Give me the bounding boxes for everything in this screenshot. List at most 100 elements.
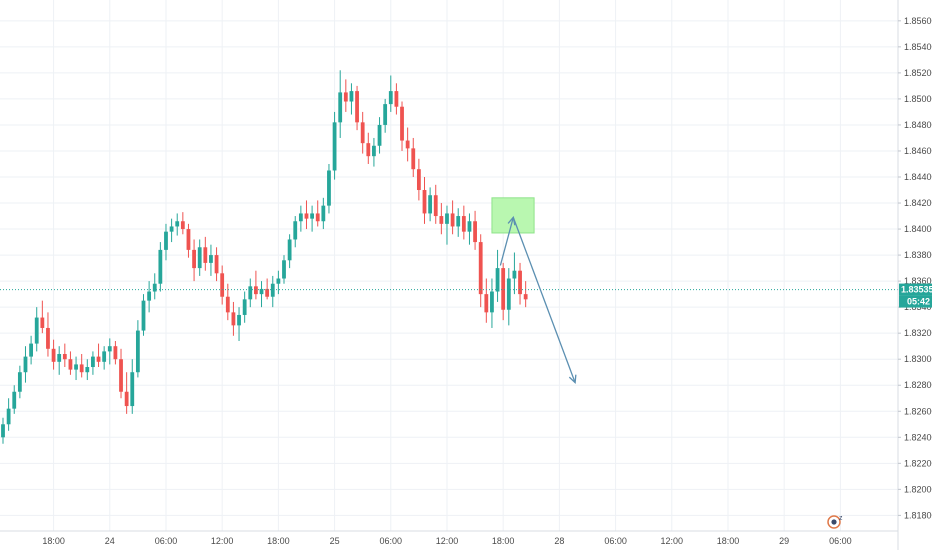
candle (450, 200, 455, 235)
candle-body (1, 424, 5, 438)
candle (366, 132, 371, 164)
candle-body (135, 330, 140, 373)
price-tick-label: 1.85600 (904, 16, 932, 26)
candle (310, 205, 314, 232)
candle (461, 205, 466, 240)
price-tick-label: 1.85400 (904, 42, 932, 52)
candle-body (197, 247, 202, 269)
candle (422, 177, 427, 224)
candle (203, 236, 208, 271)
time-tick-label: 18:00 (42, 536, 65, 546)
candle-body (478, 242, 483, 295)
candle-body (186, 229, 191, 250)
candle-body (180, 221, 185, 230)
candle (338, 70, 343, 138)
candle-body (411, 148, 416, 170)
candle (332, 111, 337, 180)
candle-body (74, 364, 78, 370)
candle (400, 101, 404, 151)
candle-body (265, 288, 270, 297)
candle (113, 340, 118, 365)
candle (12, 385, 17, 414)
candle-body (366, 143, 371, 157)
candle (276, 270, 281, 295)
candle (17, 365, 22, 399)
candle-body (51, 348, 56, 362)
candle (34, 307, 39, 352)
price-tick-label: 1.83200 (904, 328, 932, 338)
candle (214, 247, 219, 282)
candle (180, 212, 185, 235)
candle-body (259, 288, 264, 295)
candle-body (439, 216, 444, 224)
candle-body (349, 91, 354, 102)
time-tick-label: 06:00 (155, 536, 178, 546)
candle-body (461, 216, 466, 232)
price-badge-value: 1.83535 (901, 285, 932, 295)
candle-body (467, 221, 472, 232)
candle-body (484, 294, 489, 313)
candle-body (495, 268, 500, 292)
candle-body (40, 317, 45, 328)
candle (119, 348, 123, 399)
candle (6, 398, 11, 431)
candle (51, 339, 56, 370)
candle (428, 187, 433, 222)
candle-body (107, 346, 112, 352)
candle (29, 335, 33, 365)
candle (242, 291, 247, 323)
candle (372, 137, 376, 167)
candle-body (428, 195, 433, 214)
candle (433, 184, 438, 224)
candle-body (68, 359, 73, 370)
candle (383, 98, 388, 133)
candle (445, 205, 449, 245)
candle (501, 262, 506, 321)
candle-body (34, 317, 39, 344)
candle (293, 216, 298, 248)
price-tick-label: 1.84600 (904, 146, 932, 156)
candle-body (523, 294, 528, 300)
price-tick-label: 1.82200 (904, 458, 932, 468)
time-tick-label: 12:00 (661, 536, 684, 546)
candle (141, 294, 146, 336)
candle (327, 163, 331, 214)
settings-icon-badge: z (839, 515, 843, 522)
candle (411, 137, 416, 177)
candle-body (518, 270, 522, 295)
candle-body (405, 140, 410, 149)
candle-body (96, 356, 101, 362)
candles (1, 70, 528, 444)
candle (394, 83, 399, 115)
candle (343, 79, 348, 112)
candle (304, 200, 309, 230)
candle (478, 234, 483, 308)
candle-body (12, 391, 17, 409)
candle-body (343, 92, 348, 102)
candle (130, 359, 135, 414)
candle-body (304, 213, 309, 219)
settings-icon[interactable]: z (827, 515, 843, 529)
candle (85, 359, 90, 381)
candle-body (394, 91, 399, 107)
time-tick-label: 18:00 (267, 536, 290, 546)
candle-body (338, 92, 343, 123)
candle (518, 262, 522, 305)
candle (96, 343, 101, 368)
candle-body (152, 283, 157, 292)
candle-body (242, 299, 247, 315)
candle-body (388, 91, 393, 105)
candle-body (130, 372, 135, 407)
candle-body (422, 190, 427, 214)
candle-body (490, 291, 494, 313)
price-tick-label: 1.82400 (904, 432, 932, 442)
time-axis[interactable]: 18:00 24 06:00 12:00 18:00 25 06:00 12:00 18:00 2… (42, 536, 851, 546)
candle-body (192, 249, 196, 269)
candle (349, 83, 354, 115)
candle-body (102, 351, 107, 362)
candle-body (270, 283, 275, 297)
candle (512, 252, 517, 295)
